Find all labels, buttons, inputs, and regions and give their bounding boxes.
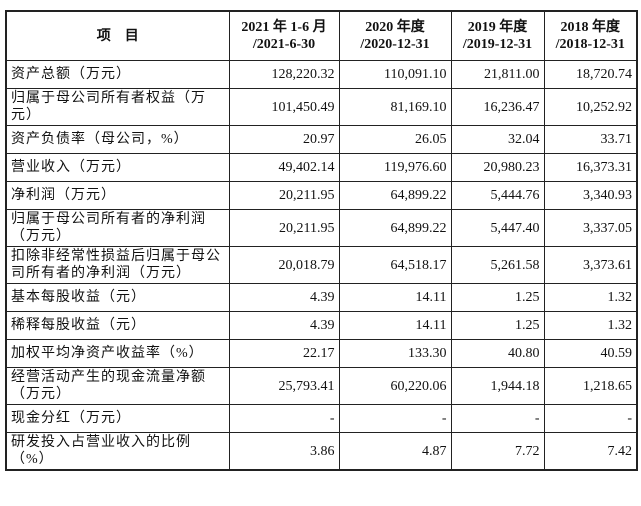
row-label: 现金分红（万元） bbox=[5, 404, 230, 433]
cell-value: 133.30 bbox=[338, 339, 452, 368]
cell-value: 4.39 bbox=[228, 311, 340, 340]
cell-value: 10,252.92 bbox=[543, 88, 638, 126]
cell-value: 20,211.95 bbox=[228, 181, 340, 210]
row-label: 基本每股收益（元） bbox=[5, 283, 230, 312]
cell-value: 4.87 bbox=[338, 432, 452, 471]
cell-value: 7.72 bbox=[450, 432, 545, 471]
row-label: 扣除非经常性损益后归属于母公司所有者的净利润（万元） bbox=[5, 246, 230, 284]
cell-value: 1,218.65 bbox=[543, 367, 638, 405]
cell-value: - bbox=[450, 404, 545, 433]
cell-value: 128,220.32 bbox=[228, 60, 340, 89]
row-label: 资产负债率（母公司，%） bbox=[5, 125, 230, 154]
cell-value: 119,976.60 bbox=[338, 153, 452, 182]
cell-value: 3,373.61 bbox=[543, 246, 638, 284]
row-label: 稀释每股收益（元） bbox=[5, 311, 230, 340]
header-period-1: 2021 年 1-6 月/2021-6-30 bbox=[228, 10, 340, 61]
header-text: /2019-12-31 bbox=[462, 37, 533, 52]
cell-value: 33.71 bbox=[543, 125, 638, 154]
cell-value: 4.39 bbox=[228, 283, 340, 312]
header-text: 2020 年度 bbox=[365, 20, 425, 35]
header-text: 2021 年 1-6 月 bbox=[241, 20, 327, 35]
table-row: 研发投入占营业收入的比例（%） 3.86 4.87 7.72 7.42 bbox=[5, 432, 638, 471]
header-text: 项 目 bbox=[96, 28, 139, 44]
cell-value: 101,450.49 bbox=[228, 88, 340, 126]
cell-value: 1.25 bbox=[450, 283, 545, 312]
cell-value: 26.05 bbox=[338, 125, 452, 154]
table-row: 归属于母公司所有者权益（万元） 101,450.49 81,169.10 16,236… bbox=[5, 88, 638, 126]
cell-value: 3,340.93 bbox=[543, 181, 638, 210]
header-period-3: 2019 年度/2019-12-31 bbox=[450, 10, 545, 61]
row-label: 归属于母公司所有者的净利润（万元） bbox=[5, 209, 230, 247]
cell-value: 14.11 bbox=[338, 283, 452, 312]
cell-value: 40.59 bbox=[543, 339, 638, 368]
cell-value: 20,980.23 bbox=[450, 153, 545, 182]
cell-value: 40.80 bbox=[450, 339, 545, 368]
cell-value: 64,518.17 bbox=[338, 246, 452, 284]
header-item: 项 目 bbox=[5, 10, 230, 61]
cell-value: 64,899.22 bbox=[338, 209, 452, 247]
cell-value: 20.97 bbox=[228, 125, 340, 154]
table-row: 基本每股收益（元） 4.39 14.11 1.25 1.32 bbox=[5, 283, 638, 312]
table-row: 资产总额（万元） 128,220.32 110,091.10 21,811.00 18,… bbox=[5, 60, 638, 89]
row-label: 净利润（万元） bbox=[5, 181, 230, 210]
table-row: 扣除非经常性损益后归属于母公司所有者的净利润（万元） 20,018.79 64,51… bbox=[5, 246, 638, 284]
cell-value: 1.32 bbox=[543, 311, 638, 340]
table-row: 资产负债率（母公司，%） 20.97 26.05 32.04 33.71 bbox=[5, 125, 638, 154]
row-label: 加权平均净资产收益率（%） bbox=[5, 339, 230, 368]
header-text: /2018-12-31 bbox=[555, 37, 625, 52]
cell-value: 16,236.47 bbox=[450, 88, 545, 126]
table-row: 加权平均净资产收益率（%） 22.17 133.30 40.80 40.59 bbox=[5, 339, 638, 368]
cell-value: 1,944.18 bbox=[450, 367, 545, 405]
table-row: 现金分红（万元） - - - - bbox=[5, 404, 638, 433]
cell-value: 5,261.58 bbox=[450, 246, 545, 284]
cell-value: - bbox=[228, 404, 340, 433]
cell-value: 14.11 bbox=[338, 311, 452, 340]
cell-value: 1.32 bbox=[543, 283, 638, 312]
header-text: 2018 年度 bbox=[560, 20, 621, 35]
header-period-4: 2018 年度/2018-12-31 bbox=[543, 10, 638, 61]
table-header-row: 项 目 2021 年 1-6 月/2021-6-30 2020 年度/2020-12… bbox=[5, 10, 638, 61]
row-label: 资产总额（万元） bbox=[5, 60, 230, 89]
cell-value: 5,447.40 bbox=[450, 209, 545, 247]
cell-value: 5,444.76 bbox=[450, 181, 545, 210]
row-label: 营业收入（万元） bbox=[5, 153, 230, 182]
header-text: /2020-12-31 bbox=[360, 37, 430, 52]
table-row: 净利润（万元） 20,211.95 64,899.22 5,444.76 3,340.9… bbox=[5, 181, 638, 210]
cell-value: 20,018.79 bbox=[228, 246, 340, 284]
row-label: 归属于母公司所有者权益（万元） bbox=[5, 88, 230, 126]
header-text: 2019 年度 bbox=[467, 20, 528, 35]
cell-value: 7.42 bbox=[543, 432, 638, 471]
cell-value: 110,091.10 bbox=[338, 60, 452, 89]
cell-value: 60,220.06 bbox=[338, 367, 452, 405]
row-label: 经营活动产生的现金流量净额（万元） bbox=[5, 367, 230, 405]
cell-value: 21,811.00 bbox=[450, 60, 545, 89]
cell-value: 3.86 bbox=[228, 432, 340, 471]
cell-value: 18,720.74 bbox=[543, 60, 638, 89]
cell-value: 3,337.05 bbox=[543, 209, 638, 247]
row-label: 研发投入占营业收入的比例（%） bbox=[5, 432, 230, 471]
cell-value: 32.04 bbox=[450, 125, 545, 154]
header-text: /2021-6-30 bbox=[252, 37, 316, 52]
cell-value: 1.25 bbox=[450, 311, 545, 340]
financial-summary-table: 项 目 2021 年 1-6 月/2021-6-30 2020 年度/2020-12… bbox=[5, 10, 638, 471]
table-row: 归属于母公司所有者的净利润（万元） 20,211.95 64,899.22 5,447… bbox=[5, 209, 638, 247]
table-row: 营业收入（万元） 49,402.14 119,976.60 20,980.23 16,3… bbox=[5, 153, 638, 182]
cell-value: - bbox=[543, 404, 638, 433]
cell-value: - bbox=[338, 404, 452, 433]
table-row: 经营活动产生的现金流量净额（万元） 25,793.41 60,220.06 1,944… bbox=[5, 367, 638, 405]
header-period-2: 2020 年度/2020-12-31 bbox=[338, 10, 452, 61]
table-row: 稀释每股收益（元） 4.39 14.11 1.25 1.32 bbox=[5, 311, 638, 340]
cell-value: 20,211.95 bbox=[228, 209, 340, 247]
cell-value: 81,169.10 bbox=[338, 88, 452, 126]
cell-value: 16,373.31 bbox=[543, 153, 638, 182]
cell-value: 49,402.14 bbox=[228, 153, 340, 182]
cell-value: 25,793.41 bbox=[228, 367, 340, 405]
cell-value: 22.17 bbox=[228, 339, 340, 368]
cell-value: 64,899.22 bbox=[338, 181, 452, 210]
